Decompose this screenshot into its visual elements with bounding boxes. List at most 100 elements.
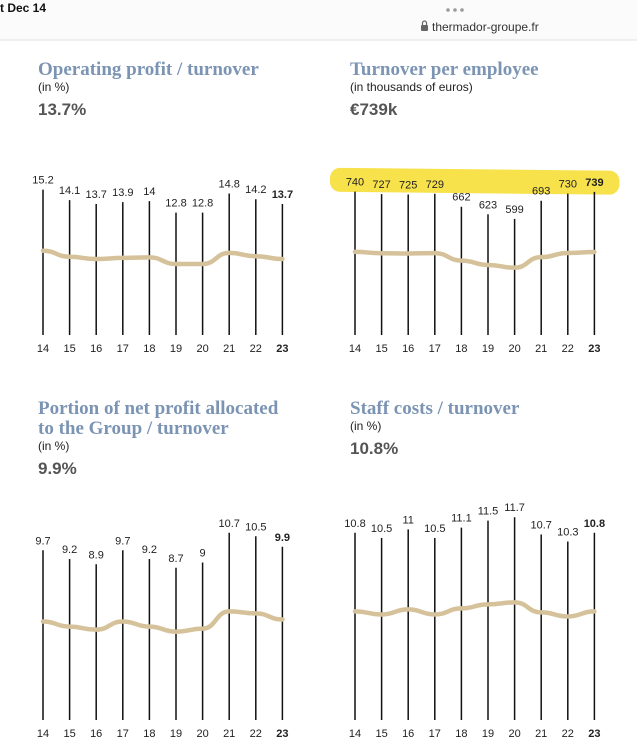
value-label: 727 bbox=[372, 179, 390, 191]
value-label: 599 bbox=[505, 204, 523, 216]
x-tick-label: 14 bbox=[349, 728, 361, 740]
x-tick-label: 15 bbox=[63, 728, 75, 740]
chart-title: to the Group / turnover bbox=[38, 418, 229, 439]
value-label: 662 bbox=[452, 192, 470, 204]
value-label: 9.7 bbox=[35, 535, 50, 547]
headline: 10.8% bbox=[350, 439, 398, 458]
x-tick-label: 20 bbox=[508, 343, 520, 355]
value-label: 739 bbox=[585, 177, 603, 189]
value-label: 14 bbox=[143, 186, 155, 198]
value-label: 9.2 bbox=[142, 544, 157, 556]
x-tick-label: 14 bbox=[37, 343, 49, 355]
x-tick-label: 18 bbox=[455, 728, 467, 740]
x-tick-label: 16 bbox=[90, 343, 102, 355]
value-label: 13.7 bbox=[272, 189, 293, 201]
value-label: 13.7 bbox=[85, 189, 106, 201]
value-label: 725 bbox=[399, 180, 417, 192]
clock: t Dec 14 bbox=[0, 1, 46, 15]
value-label: 11.5 bbox=[478, 506, 499, 518]
value-label: 10.8 bbox=[584, 518, 605, 530]
x-tick-label: 16 bbox=[90, 728, 102, 740]
value-label: 9.9 bbox=[275, 532, 290, 544]
value-label: 740 bbox=[346, 177, 364, 189]
x-tick-label: 18 bbox=[143, 343, 155, 355]
value-label: 11.7 bbox=[504, 502, 525, 514]
headline: 13.7% bbox=[38, 100, 86, 119]
value-label: 10.5 bbox=[371, 523, 392, 535]
chart-subtitle: (in %) bbox=[350, 419, 381, 433]
value-label: 12.8 bbox=[192, 198, 213, 210]
highlight bbox=[329, 167, 620, 195]
x-tick-label: 18 bbox=[143, 728, 155, 740]
x-tick-label: 19 bbox=[170, 343, 182, 355]
x-tick-label: 16 bbox=[402, 728, 414, 740]
value-label: 10.7 bbox=[218, 518, 239, 530]
value-label: 14.8 bbox=[218, 178, 239, 190]
x-tick-label: 16 bbox=[402, 343, 414, 355]
x-tick-label: 21 bbox=[535, 343, 547, 355]
value-label: 10.7 bbox=[530, 520, 551, 532]
headline: €739k bbox=[350, 100, 398, 119]
headline: 9.9% bbox=[38, 459, 77, 478]
x-tick-label: 15 bbox=[375, 343, 387, 355]
value-label: 10.5 bbox=[245, 521, 266, 533]
x-tick-label: 21 bbox=[223, 343, 235, 355]
trend-line bbox=[40, 609, 285, 634]
value-label: 13.9 bbox=[112, 187, 133, 199]
trend-line bbox=[352, 600, 597, 619]
x-tick-label: 19 bbox=[482, 728, 494, 740]
value-label: 730 bbox=[559, 179, 577, 191]
value-label: 8.7 bbox=[168, 553, 183, 565]
menu-dots[interactable] bbox=[446, 8, 464, 12]
chart-subtitle: (in %) bbox=[38, 80, 69, 94]
x-tick-label: 18 bbox=[455, 343, 467, 355]
value-label: 12.8 bbox=[165, 198, 186, 210]
x-tick-label: 14 bbox=[37, 728, 49, 740]
x-tick-label: 22 bbox=[250, 728, 262, 740]
value-label: 693 bbox=[532, 186, 550, 198]
value-label: 10.5 bbox=[424, 523, 445, 535]
browser-bar bbox=[0, 0, 637, 40]
x-tick-label: 15 bbox=[63, 343, 75, 355]
trend-line bbox=[40, 248, 285, 267]
x-tick-label: 15 bbox=[375, 728, 387, 740]
x-tick-label: 17 bbox=[429, 343, 441, 355]
chart-subtitle: (in %) bbox=[38, 439, 69, 453]
x-tick-label: 17 bbox=[117, 728, 129, 740]
x-tick-label: 17 bbox=[429, 728, 441, 740]
x-tick-label: 20 bbox=[196, 728, 208, 740]
value-label: 729 bbox=[426, 179, 444, 191]
x-tick-label: 23 bbox=[588, 728, 600, 740]
x-tick-label: 21 bbox=[223, 728, 235, 740]
x-tick-label: 22 bbox=[562, 343, 574, 355]
x-tick-label: 14 bbox=[349, 343, 361, 355]
value-label: 11 bbox=[402, 514, 413, 526]
chart-title: Staff costs / turnover bbox=[350, 398, 520, 419]
x-tick-label: 21 bbox=[535, 728, 547, 740]
x-tick-label: 20 bbox=[196, 343, 208, 355]
value-label: 8.9 bbox=[89, 549, 104, 561]
trend-line bbox=[352, 249, 597, 270]
x-tick-label: 19 bbox=[170, 728, 182, 740]
value-label: 15.2 bbox=[32, 175, 53, 187]
chart-title: Operating profit / turnover bbox=[38, 59, 259, 80]
chart-title: Portion of net profit allocated bbox=[38, 398, 279, 419]
value-label: 9.2 bbox=[62, 544, 77, 556]
url[interactable]: thermador-groupe.fr bbox=[432, 20, 539, 34]
value-label: 14.2 bbox=[245, 184, 266, 196]
value-label: 10.8 bbox=[344, 518, 365, 530]
value-label: 14.1 bbox=[59, 185, 80, 197]
x-tick-label: 19 bbox=[482, 343, 494, 355]
chart-subtitle: (in thousands of euros) bbox=[350, 80, 473, 94]
lock-icon bbox=[421, 20, 428, 31]
x-tick-label: 22 bbox=[562, 728, 574, 740]
value-label: 11.1 bbox=[451, 513, 472, 525]
value-label: 623 bbox=[479, 199, 497, 211]
x-tick-label: 17 bbox=[117, 343, 129, 355]
value-label: 9 bbox=[200, 548, 206, 560]
x-tick-label: 23 bbox=[276, 728, 288, 740]
x-tick-label: 23 bbox=[588, 343, 600, 355]
x-tick-label: 23 bbox=[276, 343, 288, 355]
x-tick-label: 22 bbox=[250, 343, 262, 355]
